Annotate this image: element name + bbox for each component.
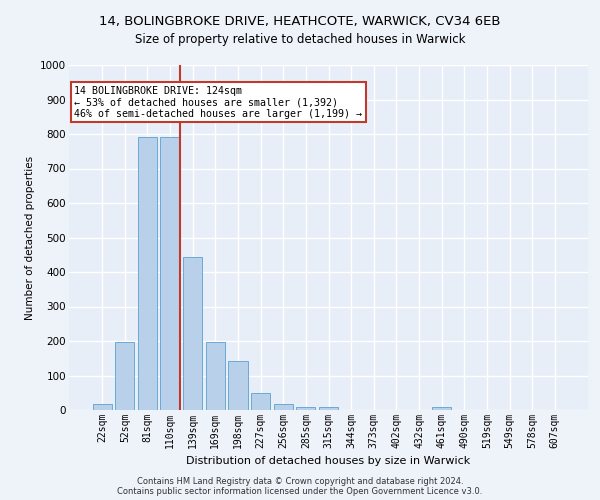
Text: 14 BOLINGBROKE DRIVE: 124sqm
← 53% of detached houses are smaller (1,392)
46% of: 14 BOLINGBROKE DRIVE: 124sqm ← 53% of de… xyxy=(74,86,362,119)
Bar xyxy=(92,404,112,410)
Bar xyxy=(251,393,270,410)
Bar xyxy=(229,360,248,410)
Bar xyxy=(319,406,338,410)
Text: 14, BOLINGBROKE DRIVE, HEATHCOTE, WARWICK, CV34 6EB: 14, BOLINGBROKE DRIVE, HEATHCOTE, WARWIC… xyxy=(99,15,501,28)
Bar xyxy=(206,342,225,410)
Text: Size of property relative to detached houses in Warwick: Size of property relative to detached ho… xyxy=(135,32,465,46)
Text: Contains HM Land Registry data © Crown copyright and database right 2024.: Contains HM Land Registry data © Crown c… xyxy=(137,477,463,486)
Text: Contains public sector information licensed under the Open Government Licence v3: Contains public sector information licen… xyxy=(118,487,482,496)
Bar xyxy=(115,342,134,410)
Bar xyxy=(296,406,316,410)
Bar xyxy=(432,406,451,410)
Bar xyxy=(160,138,180,410)
Bar xyxy=(138,138,157,410)
Y-axis label: Number of detached properties: Number of detached properties xyxy=(25,156,35,320)
Bar xyxy=(183,257,202,410)
X-axis label: Distribution of detached houses by size in Warwick: Distribution of detached houses by size … xyxy=(187,456,470,466)
Bar xyxy=(274,404,293,410)
